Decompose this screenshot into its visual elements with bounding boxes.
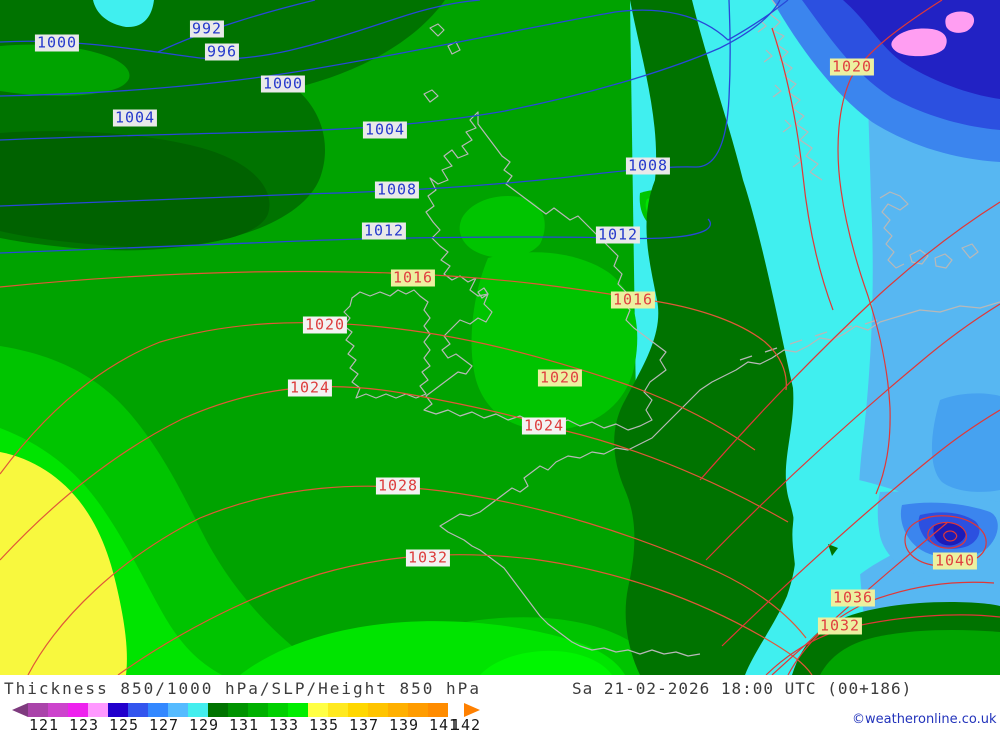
colorbar-tick: 133 [268, 716, 300, 733]
colorbar-segment [188, 703, 208, 717]
colorbar-segment [208, 703, 228, 717]
colorbar-tick-labels: 121 123 125 127 129 131 133 135 137 139 141 142 [0, 716, 1000, 733]
colorbar-tick: 131 [228, 716, 260, 733]
colorbar-segment [248, 703, 268, 717]
colorbar-segment [88, 703, 108, 717]
weather-map: 1000 992 996 1000 1004 1004 1008 1008 1012 1012 10… [0, 0, 1000, 675]
colorbar-segment [228, 703, 248, 717]
colorbar-tick: 127 [148, 716, 180, 733]
coastlines [343, 0, 1000, 657]
colorbar-tick: 125 [108, 716, 140, 733]
colorbar-tick: 142 [450, 716, 482, 733]
colorbar-tick: 123 [68, 716, 100, 733]
colorbar-segment [108, 703, 128, 717]
colorbar-segment [408, 703, 428, 717]
colorbar-segment [28, 703, 48, 717]
thickness-colorbar [28, 703, 448, 717]
colorbar-segment [308, 703, 328, 717]
colorbar-segment [428, 703, 448, 717]
copyright-link[interactable]: ©weatheronline.co.uk [852, 712, 997, 727]
colorbar-segment [168, 703, 188, 717]
colorbar-segment [288, 703, 308, 717]
slp-isobars-blue [0, 0, 789, 254]
colorbar-tick: 121 [28, 716, 60, 733]
colorbar-segment [128, 703, 148, 717]
colorbar-segment [268, 703, 288, 717]
map-title: Thickness 850/1000 hPa/SLP/Height 850 hP… [4, 679, 481, 698]
colorbar-segment [148, 703, 168, 717]
thickness-fill-regions [0, 0, 1000, 675]
colorbar-segment [348, 703, 368, 717]
slp-isobars-red [0, 270, 813, 675]
colorbar-segment [328, 703, 348, 717]
colorbar-tick: 139 [388, 716, 420, 733]
thickness-slp-map-graphic [0, 0, 1000, 675]
footer-bar: Thickness 850/1000 hPa/SLP/Height 850 hP… [0, 675, 1000, 733]
colorbar-tick: 141 [428, 716, 460, 733]
colorbar-segment [68, 703, 88, 717]
colorbar-segment [368, 703, 388, 717]
map-datetime: Sa 21-02-2026 18:00 UTC (00+186) [572, 679, 913, 698]
colorbar-right-arrow-icon [464, 703, 480, 717]
colorbar-tick: 137 [348, 716, 380, 733]
colorbar-left-arrow-icon [12, 703, 28, 717]
colorbar-segment [388, 703, 408, 717]
colorbar-segment [48, 703, 68, 717]
colorbar-tick: 135 [308, 716, 340, 733]
colorbar-tick: 129 [188, 716, 220, 733]
